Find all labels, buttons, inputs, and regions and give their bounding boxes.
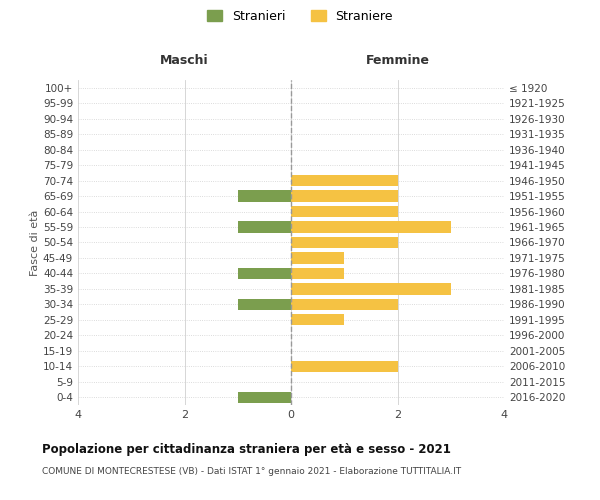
Bar — [291, 175, 398, 186]
Bar — [238, 299, 291, 310]
Bar — [291, 299, 398, 310]
Bar — [238, 190, 291, 202]
Legend: Stranieri, Straniere: Stranieri, Straniere — [202, 5, 398, 28]
Bar — [291, 237, 398, 248]
Bar — [291, 190, 398, 202]
Bar — [291, 314, 344, 326]
Bar — [291, 360, 398, 372]
Text: Popolazione per cittadinanza straniera per età e sesso - 2021: Popolazione per cittadinanza straniera p… — [42, 442, 451, 456]
Bar — [238, 392, 291, 403]
Bar — [291, 284, 451, 294]
Bar — [238, 268, 291, 279]
Text: Femmine: Femmine — [365, 54, 430, 67]
Y-axis label: Fasce di età: Fasce di età — [30, 210, 40, 276]
Text: COMUNE DI MONTECRESTESE (VB) - Dati ISTAT 1° gennaio 2021 - Elaborazione TUTTITA: COMUNE DI MONTECRESTESE (VB) - Dati ISTA… — [42, 468, 461, 476]
Text: Maschi: Maschi — [160, 54, 209, 67]
Bar — [238, 222, 291, 232]
Bar — [291, 268, 344, 279]
Bar — [291, 222, 451, 232]
Bar — [291, 252, 344, 264]
Bar — [291, 206, 398, 217]
